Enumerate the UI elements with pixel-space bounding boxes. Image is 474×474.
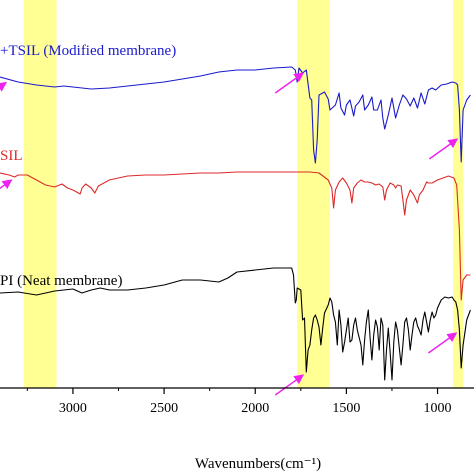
- x-tick-label-2500: 2500: [150, 401, 178, 416]
- series-group: [0, 66, 471, 381]
- annotation-arrow-5: [274, 374, 305, 396]
- annotation-arrow-1: [0, 81, 7, 92]
- series-line-1: [0, 66, 471, 164]
- x-tick-label-1500: 1500: [332, 401, 360, 416]
- annotation-arrow-3: [428, 138, 459, 160]
- annotation-arrows: [0, 72, 459, 396]
- series-label-sil: SIL: [0, 148, 23, 164]
- highlight-band-2: [297, 0, 330, 388]
- highlight-band-3: [453, 0, 464, 388]
- highlight-band-1: [23, 0, 57, 388]
- annotation-arrow-4: [0, 179, 13, 190]
- series-line-3: [0, 267, 471, 381]
- x-axis: 3000 2500 2000 1500 1000: [0, 387, 474, 416]
- x-tick-label-2000: 2000: [241, 401, 269, 416]
- x-tick-label-1000: 1000: [424, 401, 452, 416]
- annotation-arrow-2: [274, 72, 305, 94]
- series-label-modified: +TSIL (Modified membrane): [0, 43, 176, 59]
- series-label-neat: PI (Neat membrane): [0, 273, 122, 289]
- highlight-bands: [23, 0, 464, 388]
- x-axis-title: Wavenumbers(cm⁻¹): [195, 456, 321, 472]
- series-line-2: [0, 171, 471, 301]
- annotation-arrow-6: [428, 332, 458, 354]
- x-tick-label-3000: 3000: [59, 401, 87, 416]
